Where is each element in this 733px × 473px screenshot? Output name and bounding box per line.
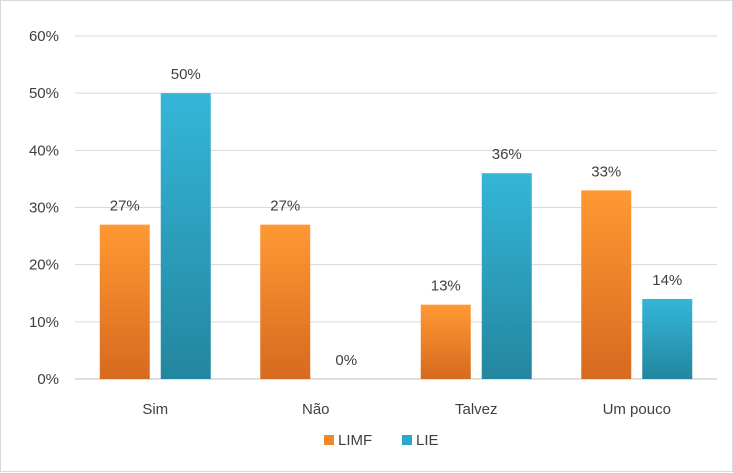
data-label-limf-talvez: 13% [431, 278, 461, 295]
y-tick-label: 50% [29, 85, 59, 102]
category-label: Sim [142, 401, 168, 418]
bar-lie-talvez [481, 173, 532, 379]
data-label-limf-um-pouco: 33% [591, 163, 621, 180]
data-label-lie-sim: 50% [171, 66, 201, 83]
category-label: Talvez [455, 401, 498, 418]
x-axis-category-labels: Sim Não Talvez Um pouco [142, 401, 671, 418]
y-tick-label: 40% [29, 142, 59, 159]
bar-lie-sim [160, 93, 211, 380]
bar-lie-um-pouco [642, 298, 693, 379]
legend-swatch-limf [324, 435, 334, 445]
bar-limf-sim [99, 224, 150, 379]
y-axis-tick-labels: 0% 10% 20% 30% 40% 50% 60% [29, 28, 59, 388]
legend-label-limf: LIMF [338, 432, 372, 449]
y-tick-label: 20% [29, 257, 59, 274]
data-label-lie-um-pouco: 14% [652, 272, 682, 289]
category-label: Um pouco [603, 401, 671, 418]
category-label: Não [302, 401, 330, 418]
data-label-lie-não: 0% [335, 352, 357, 369]
data-label-lie-talvez: 36% [492, 146, 522, 163]
y-tick-label: 10% [29, 314, 59, 331]
bar-limf-um-pouco [581, 190, 632, 379]
y-tick-label: 30% [29, 200, 59, 217]
legend-label-lie: LIE [416, 432, 439, 449]
bar-limf-não [260, 224, 311, 379]
bars [99, 93, 693, 380]
bar-limf-talvez [420, 304, 471, 379]
data-labels: 27% 50% 27% 0% 13% 36% 33% 14% [110, 66, 683, 369]
y-tick-label: 60% [29, 28, 59, 45]
legend: LIMF LIE [324, 432, 439, 449]
data-label-limf-não: 27% [270, 198, 300, 215]
data-label-limf-sim: 27% [110, 198, 140, 215]
y-tick-label: 0% [37, 371, 59, 388]
legend-swatch-lie [402, 435, 412, 445]
